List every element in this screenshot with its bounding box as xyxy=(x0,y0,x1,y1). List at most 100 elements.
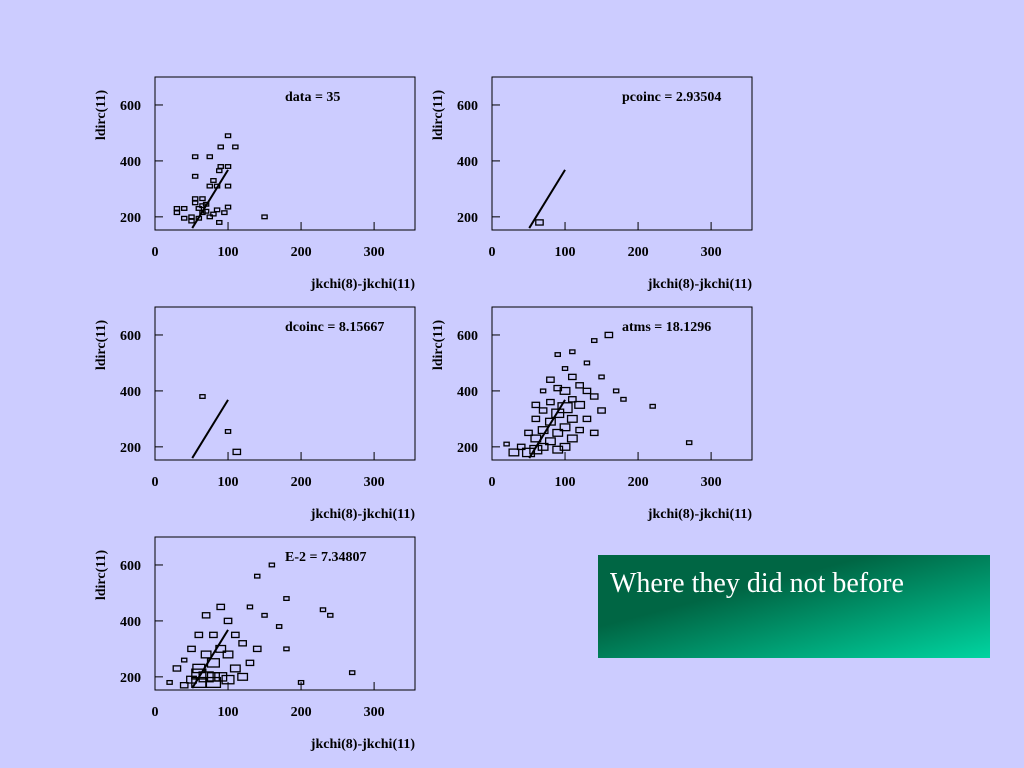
x-axis-label: jkchi(8)-jkchi(11) xyxy=(310,507,416,522)
x-axis-label: jkchi(8)-jkchi(11) xyxy=(310,277,416,292)
x-tick-label: 100 xyxy=(218,475,239,490)
bin-box xyxy=(210,178,217,183)
bin-box xyxy=(194,631,204,639)
bin-box xyxy=(261,214,268,220)
bin-box xyxy=(575,382,584,389)
bin-box xyxy=(245,659,255,667)
bin-box xyxy=(297,679,305,685)
y-tick-label: 600 xyxy=(120,99,141,114)
x-tick-label: 300 xyxy=(364,705,385,720)
bin-box xyxy=(206,214,214,220)
bin-box xyxy=(531,401,541,409)
bin-box xyxy=(531,415,541,423)
bin-box xyxy=(179,682,189,689)
bin-box xyxy=(546,376,555,383)
fit-line xyxy=(191,629,229,689)
bin-box xyxy=(589,393,599,400)
bin-box xyxy=(224,428,232,434)
plot-title: E-2 = 7.34807 xyxy=(285,550,366,565)
bin-box xyxy=(348,670,356,676)
bin-box xyxy=(508,448,520,457)
bin-box xyxy=(537,426,549,435)
bin-box xyxy=(195,205,203,211)
bin-box xyxy=(238,640,247,647)
y-axis-label: ldirc(11) xyxy=(94,320,109,371)
plot-title: dcoinc = 8.15667 xyxy=(285,320,384,335)
bin-box xyxy=(200,650,212,659)
bin-box xyxy=(210,211,217,217)
fit-line xyxy=(191,169,229,229)
y-tick-label: 400 xyxy=(120,155,141,170)
y-tick-label: 200 xyxy=(120,441,141,456)
x-tick-label: 0 xyxy=(152,705,159,720)
bin-box xyxy=(503,441,510,447)
y-tick-label: 200 xyxy=(457,211,478,226)
bin-box xyxy=(546,398,555,406)
x-tick-label: 100 xyxy=(555,475,576,490)
bin-box xyxy=(224,133,232,139)
bin-box xyxy=(232,448,242,456)
bin-box xyxy=(554,352,561,358)
bin-box xyxy=(188,214,195,220)
bin-box xyxy=(567,373,577,381)
bin-box xyxy=(237,672,249,681)
x-axis-label: jkchi(8)-jkchi(11) xyxy=(310,737,416,752)
bin-box xyxy=(216,603,226,611)
bin-box xyxy=(180,215,188,221)
y-tick-label: 600 xyxy=(457,99,478,114)
y-tick-label: 200 xyxy=(457,441,478,456)
bin-box xyxy=(574,400,586,409)
x-axis-label: jkchi(8)-jkchi(11) xyxy=(647,277,753,292)
x-tick-label: 200 xyxy=(291,475,312,490)
bin-box xyxy=(217,164,224,169)
y-tick-label: 200 xyxy=(120,671,141,686)
plot-frame xyxy=(154,536,416,691)
bin-box xyxy=(232,144,239,150)
y-tick-label: 600 xyxy=(457,329,478,344)
bin-box xyxy=(582,415,592,423)
y-axis-label: ldirc(11) xyxy=(431,320,446,371)
plot-title: pcoinc = 2.93504 xyxy=(622,90,721,105)
x-tick-label: 300 xyxy=(701,475,722,490)
x-tick-label: 200 xyxy=(628,475,649,490)
fit-line xyxy=(528,399,566,459)
plot-frame xyxy=(154,306,416,461)
bin-box xyxy=(539,388,547,394)
x-tick-label: 200 xyxy=(291,705,312,720)
bin-box xyxy=(206,183,214,189)
bin-box xyxy=(224,183,232,189)
bin-box xyxy=(173,210,181,216)
bin-box xyxy=(206,672,220,682)
bin-box xyxy=(582,387,592,395)
bin-box xyxy=(187,645,196,653)
bin-box xyxy=(566,414,578,423)
bin-box xyxy=(544,437,556,446)
y-axis-label: ldirc(11) xyxy=(94,90,109,141)
bin-box xyxy=(191,196,199,202)
bin-box xyxy=(566,434,578,443)
plot-frame xyxy=(491,76,753,231)
bin-box xyxy=(319,607,327,613)
bin-box xyxy=(567,396,577,403)
bin-box xyxy=(598,374,605,380)
caption: Where they did not before xyxy=(610,568,904,599)
bin-box xyxy=(216,219,223,225)
bin-box xyxy=(216,168,223,174)
bin-box xyxy=(206,154,214,160)
x-tick-label: 300 xyxy=(364,245,385,260)
bin-box xyxy=(253,573,261,579)
bin-box xyxy=(223,617,233,625)
x-tick-label: 0 xyxy=(152,475,159,490)
bin-box xyxy=(559,386,571,395)
bin-box xyxy=(205,676,222,688)
bin-box xyxy=(252,645,262,653)
bin-box xyxy=(685,440,693,446)
bin-box xyxy=(199,196,206,202)
bin-box xyxy=(224,164,232,169)
bin-box xyxy=(559,423,571,432)
x-tick-label: 100 xyxy=(555,245,576,260)
y-tick-label: 600 xyxy=(120,559,141,574)
y-tick-label: 200 xyxy=(120,211,141,226)
